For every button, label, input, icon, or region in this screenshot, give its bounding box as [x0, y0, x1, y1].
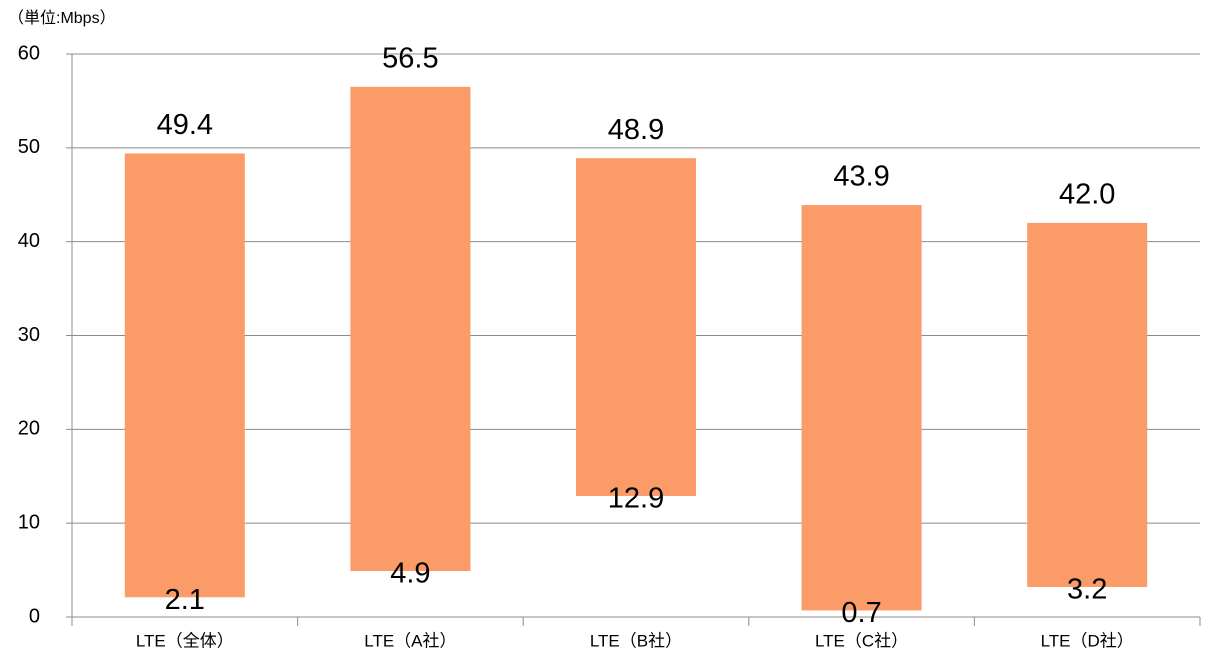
- data-label: 56.5: [382, 42, 438, 74]
- y-tick-label: 10: [18, 511, 40, 533]
- data-label: 4.9: [390, 558, 430, 590]
- y-tick-label: 60: [18, 42, 40, 64]
- data-label: 12.9: [608, 483, 664, 515]
- x-tick-label: LTE（D社）: [1041, 631, 1134, 650]
- y-tick-label: 20: [18, 418, 40, 440]
- data-label: 49.4: [157, 109, 213, 141]
- bar: [350, 86, 471, 572]
- bar: [801, 205, 922, 611]
- data-label: 43.9: [833, 161, 889, 193]
- bar: [1027, 222, 1148, 587]
- y-tick-label: 40: [18, 230, 40, 252]
- y-tick-label: 0: [29, 605, 40, 627]
- data-label: 48.9: [608, 114, 664, 146]
- bar: [576, 158, 696, 496]
- x-tick-label: LTE（C社）: [815, 631, 908, 650]
- x-tick-label: LTE（A社）: [364, 631, 456, 650]
- bar: [124, 153, 245, 598]
- x-tick-label: LTE（全体）: [136, 631, 234, 650]
- y-tick-label: 50: [18, 136, 40, 158]
- data-label: 2.1: [165, 584, 205, 616]
- data-label: 42.0: [1059, 179, 1115, 211]
- y-tick-label: 30: [18, 324, 40, 346]
- x-tick-label: LTE（B社）: [590, 631, 682, 650]
- unit-label: （単位:Mbps）: [8, 9, 116, 27]
- data-label: 3.2: [1067, 574, 1107, 606]
- data-label: 0.7: [841, 597, 881, 629]
